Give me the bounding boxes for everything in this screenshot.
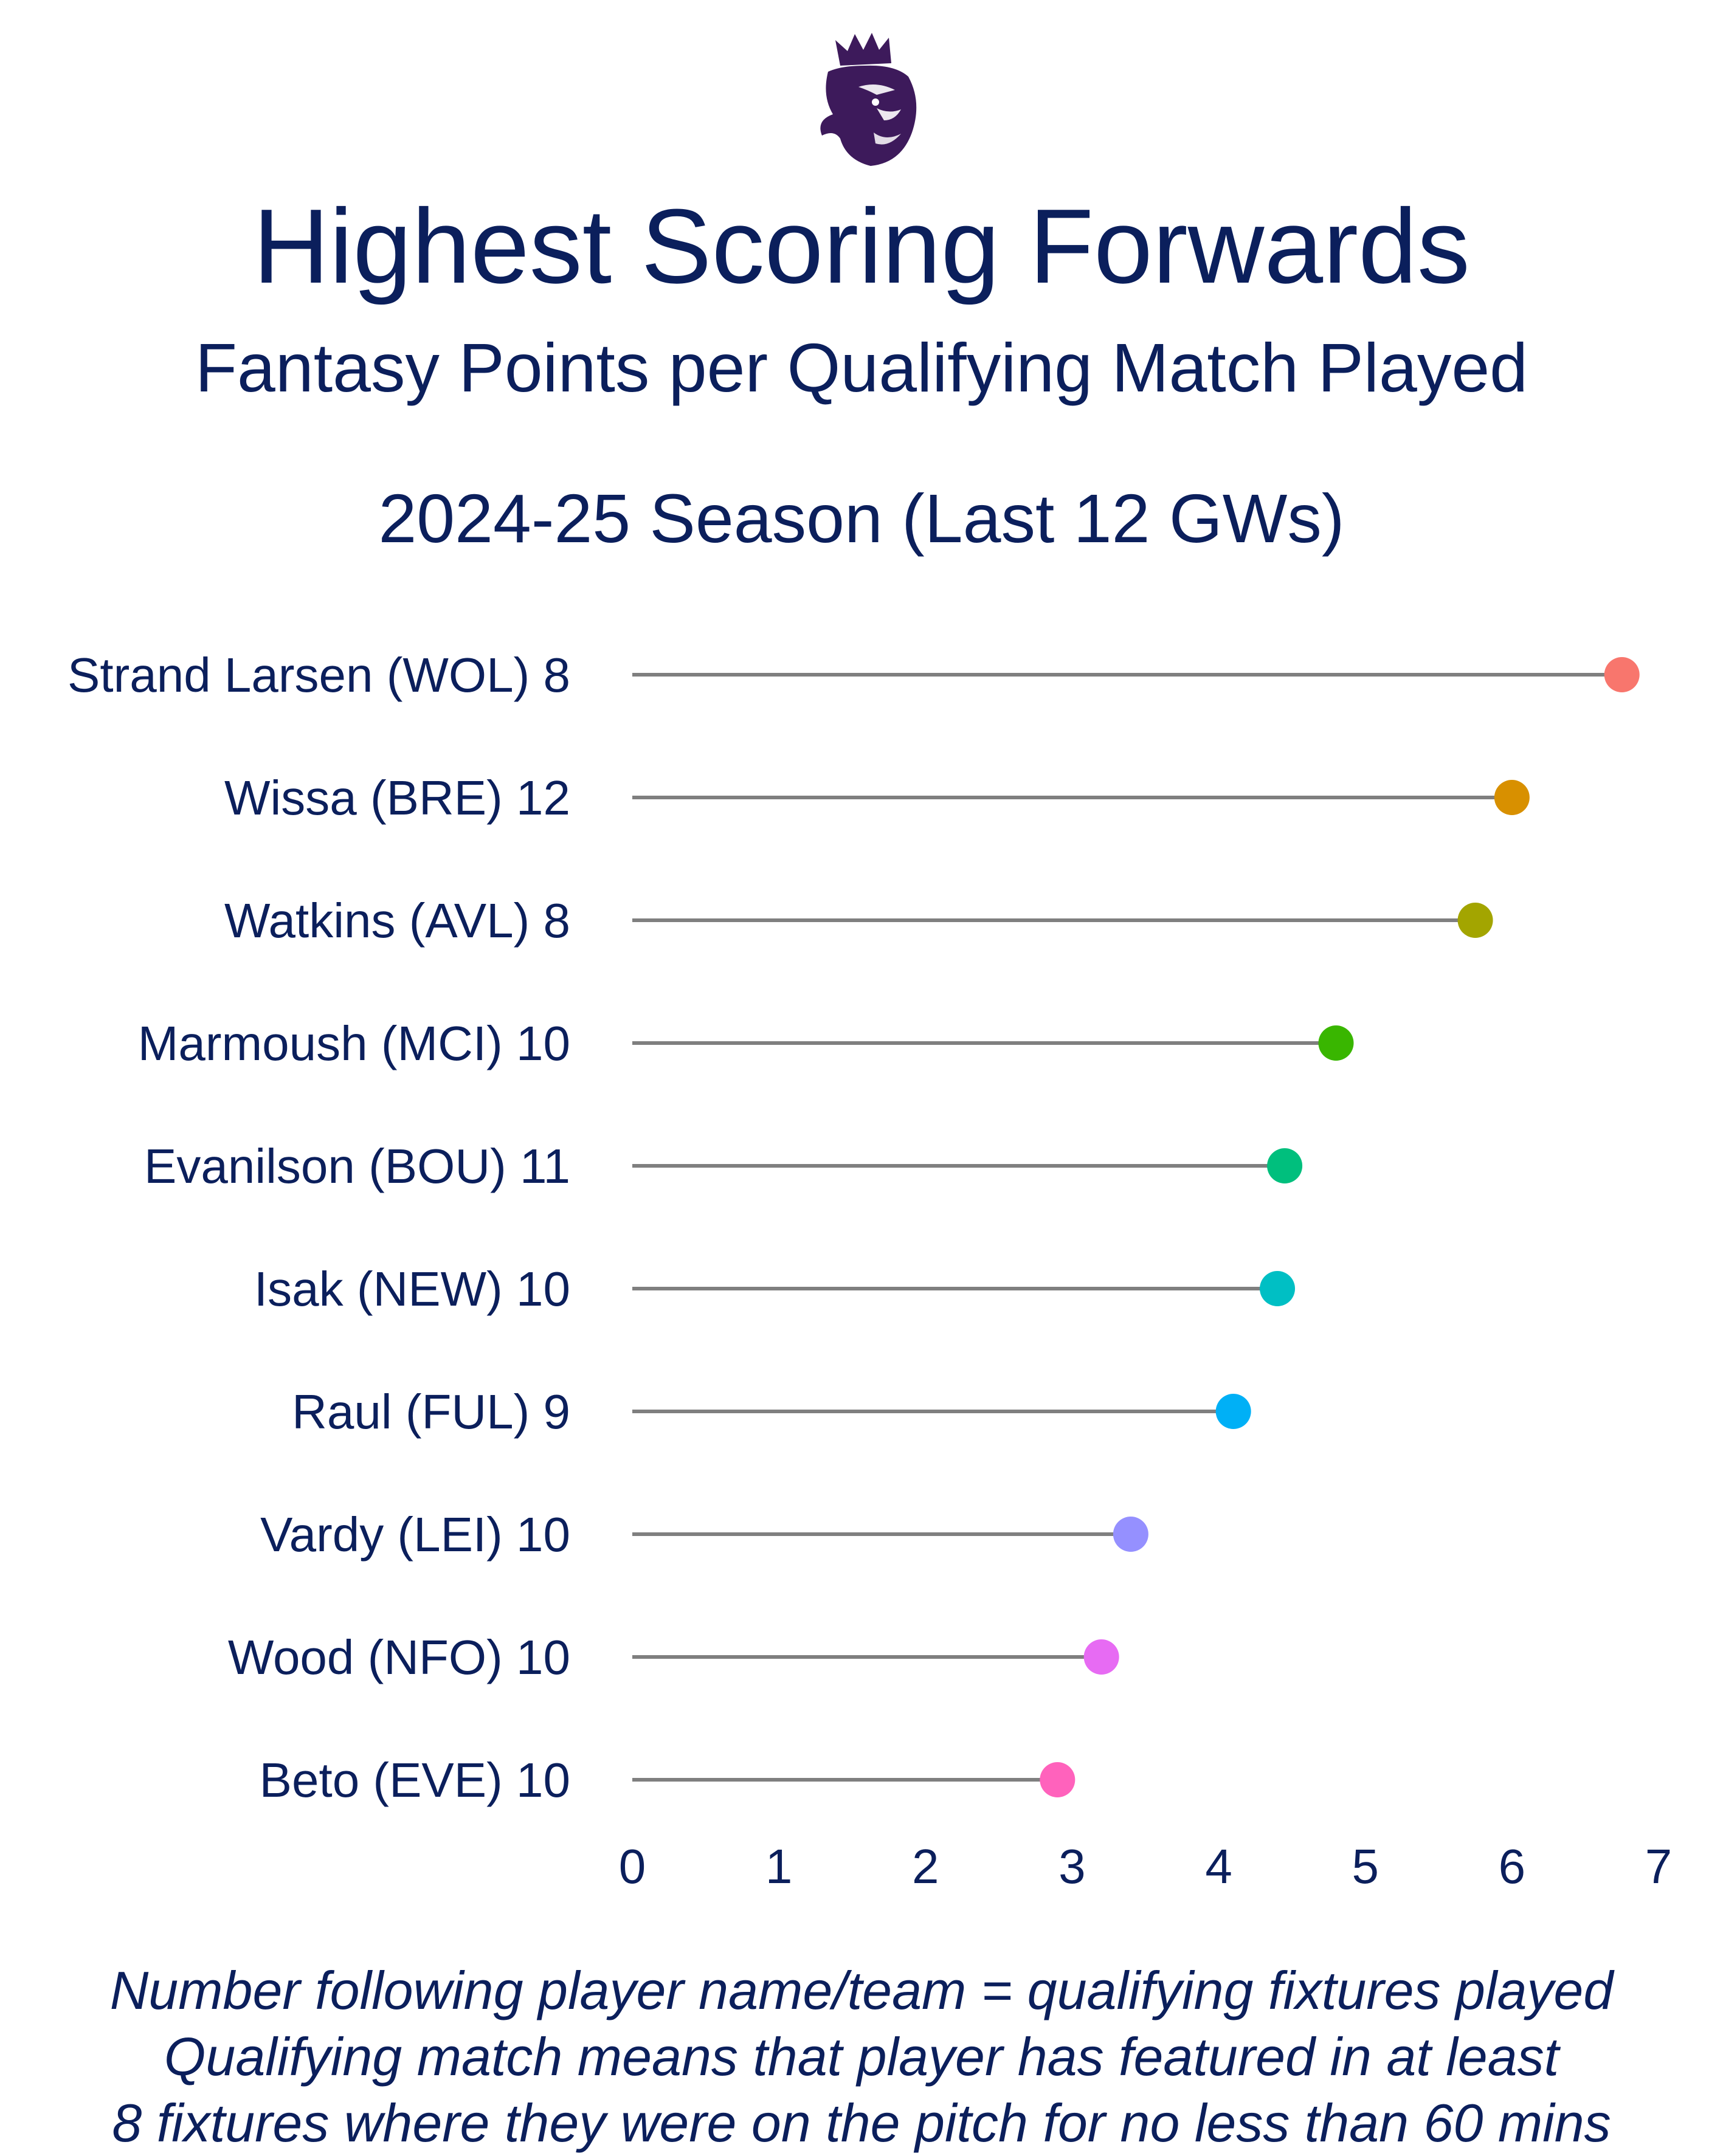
category-label: Watkins (AVL) 8 xyxy=(224,894,570,948)
category-label: Marmoush (MCI) 10 xyxy=(138,1016,570,1070)
lollipop-point xyxy=(1604,657,1640,692)
footnote: Number following player name/team = qual… xyxy=(0,1957,1723,2156)
footnote-line-2: Qualifying match means that player has f… xyxy=(164,2027,1559,2087)
lollipop-point xyxy=(1113,1517,1148,1552)
lollipop-point xyxy=(1040,1762,1076,1797)
x-tick-label: 3 xyxy=(1058,1839,1086,1893)
lollipop-point xyxy=(1494,780,1530,815)
page-subtitle: Fantasy Points per Qualifying Match Play… xyxy=(195,329,1528,406)
footnote-line-1: Number following player name/team = qual… xyxy=(109,1960,1614,2020)
category-label: Beto (EVE) 10 xyxy=(260,1753,570,1807)
category-label: Wood (NFO) 10 xyxy=(228,1630,570,1684)
x-tick-label: 5 xyxy=(1352,1839,1379,1893)
x-tick-label: 2 xyxy=(912,1839,939,1893)
lollipop-point xyxy=(1267,1148,1303,1183)
season-label: 2024-25 Season (Last 12 GWs) xyxy=(378,480,1345,557)
premier-league-lion-icon xyxy=(820,33,917,167)
lollipop-point xyxy=(1215,1394,1251,1429)
x-tick-label: 6 xyxy=(1499,1839,1526,1893)
category-label: Vardy (LEI) 10 xyxy=(260,1507,570,1562)
page-title: Highest Scoring Forwards xyxy=(253,187,1470,305)
lollipop-point xyxy=(1318,1025,1354,1061)
category-label: Wissa (BRE) 12 xyxy=(224,771,570,825)
lollipop-point xyxy=(1260,1271,1296,1306)
x-tick-label: 4 xyxy=(1205,1839,1232,1893)
footnote-line-3: 8 fixtures where they were on the pitch … xyxy=(112,2093,1611,2153)
lollipop-point xyxy=(1457,903,1493,938)
category-label: Isak (NEW) 10 xyxy=(254,1262,570,1316)
x-tick-label: 7 xyxy=(1645,1839,1673,1893)
x-tick-label: 0 xyxy=(619,1839,646,1893)
lollipop-point xyxy=(1083,1639,1119,1675)
x-tick-label: 1 xyxy=(765,1839,793,1893)
category-label: Strand Larsen (WOL) 8 xyxy=(67,648,570,702)
category-label: Raul (FUL) 9 xyxy=(292,1385,570,1439)
category-label: Evanilson (BOU) 11 xyxy=(144,1139,570,1193)
